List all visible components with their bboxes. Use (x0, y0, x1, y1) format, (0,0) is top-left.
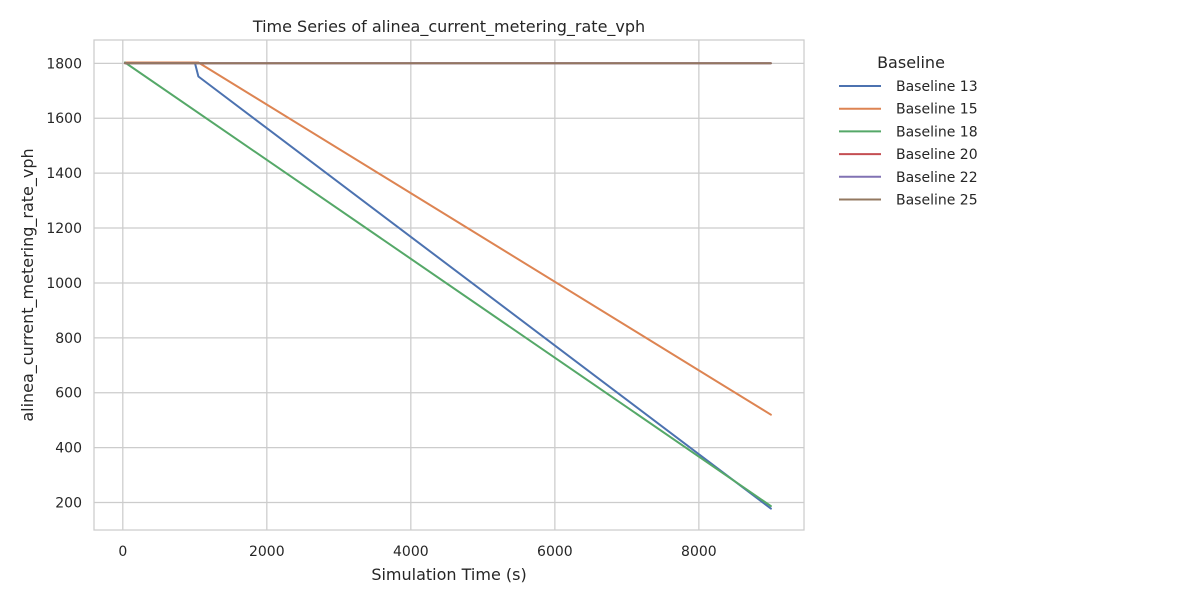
x-tick-label: 6000 (537, 544, 573, 560)
legend-entry-label: Baseline 13 (896, 79, 978, 95)
legend-title: Baseline (877, 53, 945, 72)
y-tick-label: 1200 (46, 221, 82, 237)
y-tick-label: 1000 (46, 276, 82, 292)
legend-entry-label: Baseline 20 (896, 147, 978, 163)
y-axis-label: alinea_current_metering_rate_vph (18, 148, 38, 421)
legend-entry-label: Baseline 22 (896, 170, 978, 186)
x-tick-label: 2000 (249, 544, 285, 560)
x-tick-label: 8000 (681, 544, 717, 560)
x-tick-label: 4000 (393, 544, 429, 560)
x-tick-label: 0 (118, 544, 127, 560)
y-tick-label: 600 (55, 386, 82, 402)
y-tick-label: 200 (55, 496, 82, 512)
legend-entry-label: Baseline 25 (896, 193, 978, 209)
series-line-3 (124, 61, 772, 508)
legend-entry-label: Baseline 18 (896, 124, 978, 140)
y-tick-label: 1800 (46, 56, 82, 72)
plot-frame (93, 39, 805, 531)
x-axis-label: Simulation Time (s) (371, 565, 526, 584)
legend: Baseline Baseline 13 Baseline 15 Baseline … (839, 53, 978, 209)
y-tick-label: 400 (55, 441, 82, 457)
y-tick-label: 800 (55, 331, 82, 347)
tick-labels: 0 2000 4000 6000 8000 200 400 600 800 1000 1200 140… (46, 56, 716, 560)
chart-title: Time Series of alinea_current_metering_r… (252, 17, 645, 37)
series-layer (124, 61, 772, 510)
y-tick-label: 1600 (46, 111, 82, 127)
legend-entry-label: Baseline 15 (896, 102, 978, 118)
y-tick-label: 1400 (46, 166, 82, 182)
